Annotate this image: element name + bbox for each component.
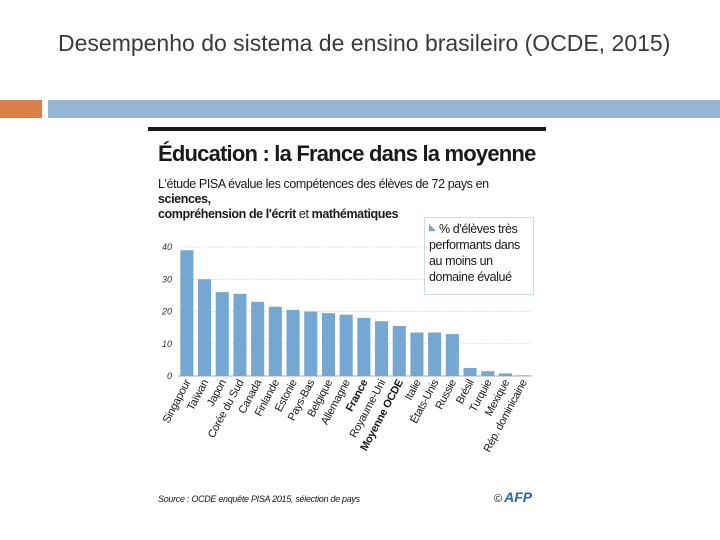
chart-subtitle: L'étude PISA évalue les compétences des … [158, 177, 543, 222]
subtitle-bold: sciences, [158, 192, 211, 206]
legend-label: % d'élèves très performants dans au moin… [429, 222, 520, 284]
subtitle-bold: mathématiques [311, 207, 399, 221]
y-tick-label: 30 [162, 274, 172, 284]
subtitle-bold: compréhension de l'écrit [158, 207, 296, 221]
y-tick-label: 0 [167, 371, 172, 381]
bar [392, 326, 406, 376]
y-tick-label: 10 [162, 339, 172, 349]
bar [233, 293, 247, 376]
bar [268, 306, 282, 376]
bar [215, 292, 229, 376]
bar [410, 332, 424, 376]
accent-bar-orange [0, 100, 42, 118]
bar [481, 371, 495, 376]
subtitle-part: et [295, 207, 312, 221]
chart-source: Source : OCDE enquête PISA 2015, sélecti… [158, 494, 360, 504]
bar [375, 321, 389, 376]
y-tick-label: 20 [161, 307, 172, 317]
bar [498, 373, 512, 376]
afp-logo: © AFP [494, 489, 532, 505]
legend-swatch [429, 224, 436, 231]
bar [321, 313, 335, 376]
bar [304, 311, 318, 376]
bar [198, 279, 212, 376]
bar [428, 332, 442, 376]
chart-title: Éducation : la France dans la moyenne [158, 141, 536, 166]
afp-logo-text: AFP [504, 489, 533, 505]
slide-title: Desempenho do sistema de ensino brasilei… [58, 30, 671, 56]
bar [339, 314, 353, 376]
accent-bar-blue [48, 100, 720, 118]
y-tick-label: 40 [162, 242, 172, 252]
bar [286, 309, 300, 376]
chart-figure: Éducation : la France dans la moyenne L'… [148, 127, 546, 513]
bar [516, 375, 530, 376]
bar [445, 334, 459, 376]
chart-legend: % d'élèves très performants dans au moin… [424, 217, 534, 295]
chart-top-rule [148, 127, 546, 131]
bar [251, 301, 265, 376]
bar [463, 367, 477, 376]
subtitle-part: L'étude PISA évalue les compétences des … [158, 177, 489, 191]
bar [357, 317, 371, 376]
copyright-symbol: © [494, 493, 503, 505]
bar [180, 250, 194, 376]
